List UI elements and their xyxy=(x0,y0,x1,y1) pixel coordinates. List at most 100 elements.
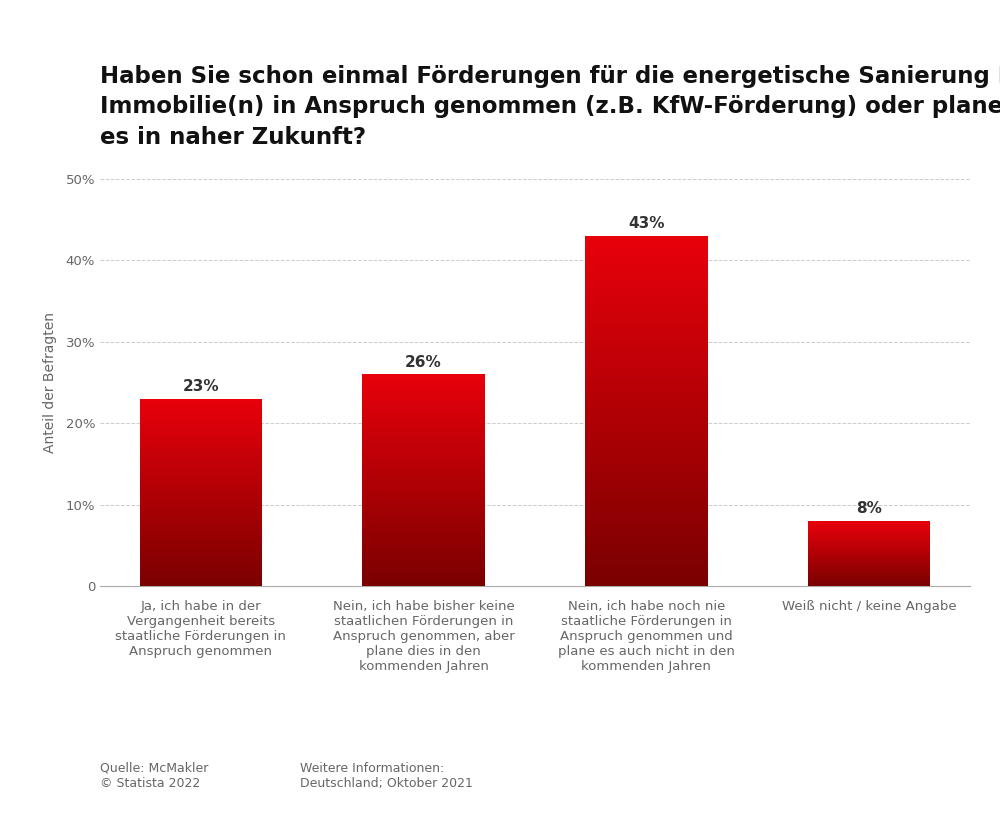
Bar xyxy=(585,542,708,544)
Bar xyxy=(585,413,708,414)
Bar xyxy=(585,339,708,341)
Bar xyxy=(585,579,708,581)
Bar xyxy=(362,537,485,539)
Bar xyxy=(140,450,262,451)
Bar xyxy=(362,504,485,505)
Bar xyxy=(585,516,708,518)
Bar xyxy=(140,448,262,449)
Bar xyxy=(362,456,485,457)
Bar xyxy=(140,557,262,558)
Bar xyxy=(140,529,262,530)
Bar xyxy=(140,435,262,436)
Bar xyxy=(140,527,262,528)
Bar xyxy=(585,414,708,416)
Bar xyxy=(585,390,708,392)
Bar xyxy=(585,329,708,330)
Bar xyxy=(362,580,485,581)
Bar xyxy=(585,505,708,507)
Bar xyxy=(362,470,485,472)
Bar xyxy=(362,422,485,423)
Bar xyxy=(585,260,708,262)
Bar xyxy=(585,282,708,283)
Text: 26%: 26% xyxy=(405,355,442,370)
Bar xyxy=(140,551,262,553)
Bar xyxy=(362,498,485,499)
Bar xyxy=(140,497,262,498)
Bar xyxy=(362,568,485,569)
Bar xyxy=(585,252,708,253)
Bar xyxy=(362,420,485,421)
Bar xyxy=(585,376,708,378)
Bar xyxy=(362,409,485,410)
Bar xyxy=(585,476,708,478)
Bar xyxy=(140,553,262,554)
Bar xyxy=(140,443,262,444)
Bar xyxy=(362,575,485,576)
Bar xyxy=(585,584,708,586)
Bar xyxy=(140,506,262,507)
Bar xyxy=(140,517,262,518)
Bar xyxy=(362,508,485,509)
Bar xyxy=(140,444,262,446)
Bar xyxy=(140,550,262,551)
Bar xyxy=(362,569,485,570)
Bar xyxy=(140,559,262,560)
Bar xyxy=(140,419,262,420)
Bar xyxy=(140,487,262,488)
Bar xyxy=(140,403,262,404)
Bar xyxy=(585,330,708,332)
Bar xyxy=(362,452,485,453)
Bar xyxy=(362,383,485,384)
Bar xyxy=(362,502,485,504)
Bar xyxy=(362,530,485,531)
Bar xyxy=(140,524,262,525)
Bar xyxy=(585,518,708,519)
Bar xyxy=(585,448,708,449)
Bar xyxy=(362,509,485,510)
Bar xyxy=(140,410,262,411)
Bar xyxy=(362,379,485,381)
Bar xyxy=(585,262,708,264)
Bar xyxy=(362,510,485,511)
Bar xyxy=(585,250,708,252)
Bar xyxy=(585,562,708,563)
Bar xyxy=(140,555,262,556)
Bar xyxy=(362,531,485,532)
Bar xyxy=(585,394,708,396)
Bar xyxy=(362,430,485,431)
Bar xyxy=(140,560,262,561)
Bar xyxy=(140,404,262,405)
Y-axis label: Anteil der Befragten: Anteil der Befragten xyxy=(43,312,57,453)
Bar xyxy=(585,264,708,266)
Bar xyxy=(140,439,262,440)
Bar xyxy=(140,436,262,437)
Bar xyxy=(585,357,708,358)
Bar xyxy=(140,470,262,471)
Bar xyxy=(585,490,708,492)
Bar xyxy=(585,486,708,488)
Bar xyxy=(140,513,262,514)
Bar xyxy=(140,549,262,550)
Bar xyxy=(362,555,485,557)
Bar xyxy=(585,295,708,297)
Bar xyxy=(362,546,485,547)
Bar xyxy=(140,535,262,536)
Bar xyxy=(140,427,262,428)
Bar xyxy=(140,493,262,494)
Bar xyxy=(585,350,708,352)
Bar xyxy=(585,358,708,361)
Bar xyxy=(362,551,485,552)
Bar xyxy=(585,396,708,397)
Bar xyxy=(362,395,485,396)
Bar xyxy=(362,402,485,403)
Bar xyxy=(585,498,708,501)
Bar xyxy=(362,389,485,391)
Bar xyxy=(585,488,708,490)
Bar xyxy=(362,459,485,460)
Bar xyxy=(140,475,262,476)
Bar xyxy=(585,441,708,443)
Bar xyxy=(585,381,708,383)
Bar xyxy=(140,482,262,483)
Bar xyxy=(140,579,262,580)
Bar xyxy=(140,534,262,535)
